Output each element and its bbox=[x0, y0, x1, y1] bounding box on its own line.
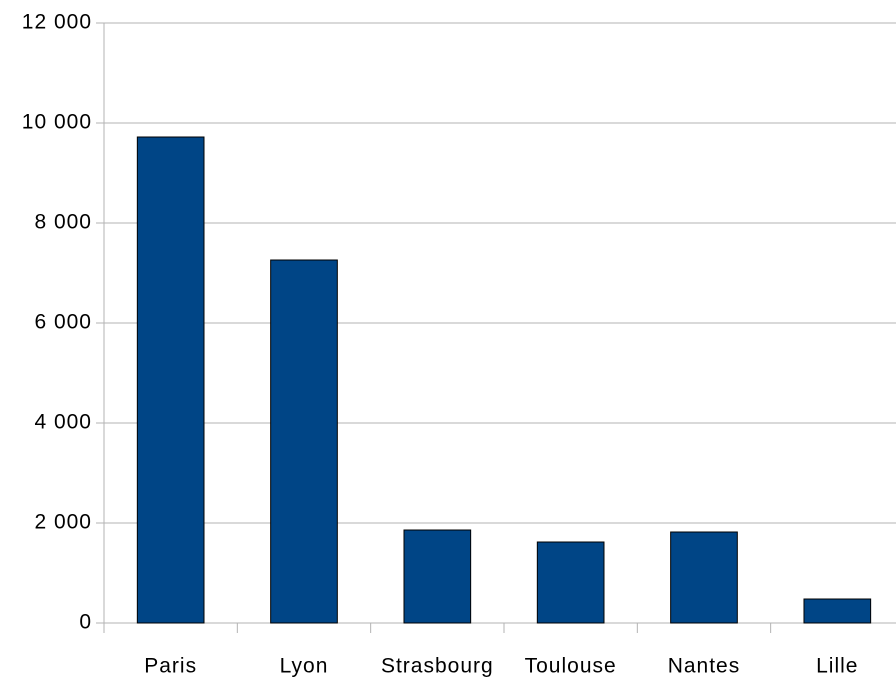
y-tick-label: 10 000 bbox=[22, 111, 92, 134]
x-tick-label: Lyon bbox=[280, 655, 329, 678]
x-tick-label: Strasbourg bbox=[381, 655, 494, 678]
x-tick-label: Lille bbox=[816, 655, 858, 678]
y-tick-label: 8 000 bbox=[34, 211, 92, 234]
bar bbox=[270, 259, 338, 624]
x-tick-label: Nantes bbox=[668, 655, 741, 678]
y-tick-label: 4 000 bbox=[34, 411, 92, 434]
bar bbox=[670, 531, 738, 624]
bar bbox=[136, 136, 205, 624]
y-tick-label: 2 000 bbox=[34, 511, 92, 534]
y-tick-label: 6 000 bbox=[34, 311, 92, 334]
y-tick-label: 12 000 bbox=[22, 11, 92, 34]
x-tick-label: Paris bbox=[144, 655, 197, 678]
y-tick-label: 0 bbox=[79, 611, 92, 634]
bar bbox=[536, 541, 605, 624]
bar bbox=[803, 598, 872, 624]
bar bbox=[403, 529, 472, 624]
x-tick-label: Toulouse bbox=[525, 655, 617, 678]
